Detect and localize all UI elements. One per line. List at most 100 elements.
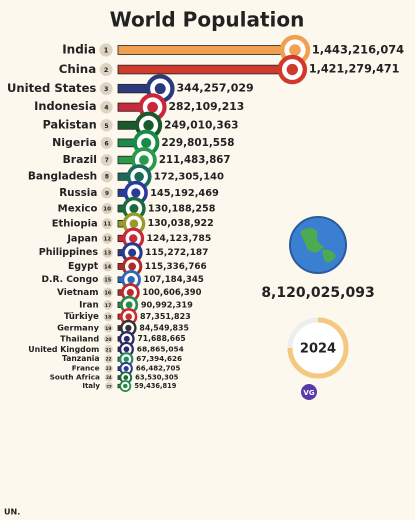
flag-core (134, 171, 144, 182)
country-label: Iran (79, 300, 99, 310)
rank-badge (102, 247, 113, 258)
year-label: 2024 (300, 342, 336, 357)
rank-label: 12 (104, 236, 112, 242)
rank-badge (105, 382, 113, 390)
rank-label: 16 (104, 291, 111, 297)
flag-core (143, 120, 154, 131)
rank-label: 1 (104, 47, 109, 55)
flag-core (127, 275, 135, 284)
country-label: United Kingdom (28, 345, 99, 354)
rank-label: 10 (103, 207, 111, 213)
flag-core (128, 248, 137, 257)
country-label: United States (7, 81, 96, 95)
chart-title: World Population (110, 8, 305, 32)
value-label: 249,010,363 (164, 119, 238, 131)
value-label: 66,482,705 (136, 364, 181, 373)
flag-core (128, 262, 137, 271)
bar (117, 45, 296, 55)
rank-label: 11 (103, 222, 111, 228)
rank-badge (104, 344, 113, 354)
rank-badge (102, 261, 113, 272)
flag-core (126, 288, 134, 297)
rank-badge (101, 202, 113, 215)
rank-badge (100, 154, 113, 166)
flag-core (123, 346, 130, 353)
value-label: 67,394,626 (136, 354, 182, 363)
rank-label: 5 (104, 123, 108, 130)
country-label: Russia (59, 187, 97, 199)
country-label: India (62, 43, 96, 57)
value-label: 344,257,029 (176, 82, 253, 95)
rank-label: 6 (105, 140, 109, 147)
rank-label: 25 (106, 384, 112, 389)
year-arc (287, 317, 349, 379)
rank-label: 20 (105, 337, 111, 343)
country-label: Brazil (63, 153, 97, 166)
rank-label: 21 (106, 347, 112, 353)
flag-core (129, 204, 139, 213)
globe-land (300, 228, 336, 263)
flag-core (123, 366, 129, 372)
flag-core (129, 234, 138, 243)
country-label: China (59, 62, 96, 76)
rank-label: 24 (106, 375, 112, 380)
rank-label: 18 (105, 315, 111, 321)
value-label: 115,272,187 (145, 248, 208, 258)
rank-badge (100, 119, 113, 132)
rank-badge (102, 274, 113, 285)
rank-badge (100, 136, 113, 149)
rank-badge (104, 354, 113, 364)
rank-label: 2 (104, 66, 109, 74)
country-label: Pakistan (43, 118, 97, 131)
value-label: 130,188,258 (148, 204, 216, 215)
total-label: 8,120,025,093 (261, 285, 374, 301)
country-label: Italy (82, 382, 100, 390)
country-label: France (72, 364, 100, 373)
country-label: Ethiopia (52, 219, 98, 230)
source: UN. (4, 508, 20, 517)
country-label: D.R. Congo (41, 275, 98, 285)
value-label: 1,421,279,471 (309, 63, 400, 76)
country-label: Türkiye (64, 311, 99, 321)
flag-core (289, 44, 301, 56)
flag-core (129, 219, 139, 229)
value-label: 145,192,469 (150, 188, 219, 199)
country-label: Thailand (60, 334, 99, 343)
rank-badge (102, 233, 113, 244)
country-label: Indonesia (34, 99, 96, 113)
flag-core (141, 137, 152, 148)
country-label: Vietnam (57, 288, 99, 298)
flag-core (125, 313, 133, 320)
rank-badge (104, 364, 113, 373)
rank-label: 19 (105, 326, 111, 332)
rank-badge (101, 170, 113, 183)
value-label: 100,606,390 (142, 287, 201, 297)
country-label: Nigeria (52, 136, 97, 149)
flag-core (123, 335, 130, 342)
rank-badge (101, 187, 113, 199)
rank-label: 15 (104, 278, 111, 284)
flag-core (286, 63, 298, 76)
flag-core (125, 301, 133, 309)
value-label: 68,865,054 (137, 344, 184, 353)
value-label: 84,549,835 (139, 324, 189, 333)
rank-badge (103, 312, 113, 322)
value-label: 124,123,785 (147, 233, 212, 244)
value-label: 90,992,319 (141, 299, 193, 309)
rank-badge (102, 287, 113, 298)
bar (117, 64, 293, 75)
rank-badge (100, 100, 113, 114)
country-label: Germany (57, 323, 99, 333)
rank-badge (104, 373, 113, 382)
rank-label: 13 (104, 251, 112, 257)
flag-core (139, 155, 149, 165)
logo-text: VG (303, 389, 314, 397)
flag-core (123, 383, 128, 389)
rank-badge (99, 63, 113, 77)
country-label: Mexico (58, 204, 98, 215)
value-label: 282,109,213 (169, 100, 245, 113)
rank-label: 23 (106, 366, 112, 371)
value-label: 59,436,819 (134, 382, 176, 390)
